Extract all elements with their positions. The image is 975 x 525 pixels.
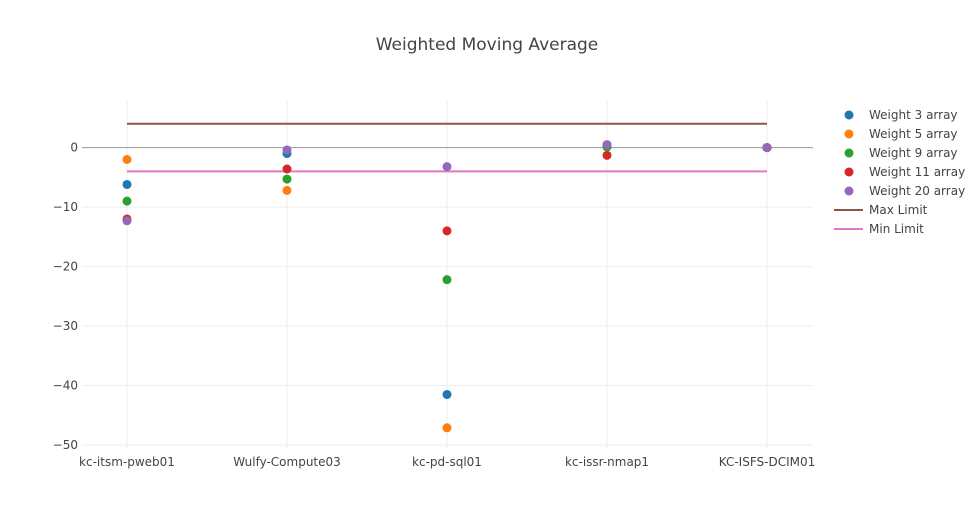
legend-marker-swatch [844, 148, 854, 158]
data-point-weight-5-array[interactable] [442, 423, 452, 433]
legend-label: Weight 9 array [869, 146, 958, 160]
legend-label: Min Limit [869, 222, 924, 236]
x-tick-label: kc-issr-nmap1 [565, 455, 649, 469]
data-point-weight-20-array[interactable] [442, 162, 452, 172]
y-tick-label: −10 [53, 200, 78, 214]
data-point-weight-5-array[interactable] [282, 185, 292, 195]
legend-marker-swatch [844, 129, 854, 139]
data-point-weight-3-array[interactable] [122, 179, 132, 189]
legend-label: Weight 3 array [869, 108, 958, 122]
legend-item-weight-5-array[interactable]: Weight 5 array [844, 127, 958, 141]
data-point-weight-9-array[interactable] [282, 174, 292, 184]
legend[interactable]: Weight 3 array Weight 5 array Weight 9 arr… [834, 108, 965, 236]
y-tick-label: −40 [53, 379, 78, 393]
legend-marker-swatch [844, 186, 854, 196]
data-point-weight-20-array[interactable] [282, 145, 292, 155]
legend-label: Max Limit [869, 203, 928, 217]
legend-label: Weight 5 array [869, 127, 958, 141]
chart-title: Weighted Moving Average [376, 35, 599, 55]
legend-marker-swatch [844, 167, 854, 177]
series-layer [122, 122, 772, 433]
legend-item-min-limit[interactable]: Min Limit [834, 222, 924, 236]
y-tick-label: −30 [53, 319, 78, 333]
data-point-weight-11-array[interactable] [282, 164, 292, 174]
x-tick-label: KC-ISFS-DCIM01 [719, 455, 816, 469]
data-point-weight-9-array[interactable] [442, 275, 452, 285]
y-tick-label: −50 [53, 438, 78, 452]
data-point-weight-5-array[interactable] [122, 154, 132, 164]
data-point-weight-20-array[interactable] [602, 140, 612, 150]
data-point-weight-9-array[interactable] [122, 196, 132, 206]
legend-marker-swatch [844, 110, 854, 120]
data-point-weight-20-array[interactable] [762, 143, 772, 153]
data-point-weight-3-array[interactable] [442, 389, 452, 399]
x-tick-label: Wulfy-Compute03 [233, 455, 341, 469]
data-point-weight-20-array[interactable] [122, 216, 132, 226]
data-point-weight-11-array[interactable] [602, 150, 612, 160]
x-tick-label: kc-itsm-pweb01 [79, 455, 175, 469]
data-point-weight-11-array[interactable] [442, 226, 452, 236]
legend-label: Weight 11 array [869, 165, 965, 179]
legend-item-weight-11-array[interactable]: Weight 11 array [844, 165, 966, 179]
legend-item-weight-20-array[interactable]: Weight 20 array [844, 184, 966, 198]
y-tick-label: −20 [53, 260, 78, 274]
legend-label: Weight 20 array [869, 184, 965, 198]
legend-item-max-limit[interactable]: Max Limit [834, 203, 928, 217]
y-tick-label: 0 [70, 141, 78, 155]
x-tick-label: kc-pd-sql01 [412, 455, 482, 469]
legend-item-weight-9-array[interactable]: Weight 9 array [844, 146, 958, 160]
legend-item-weight-3-array[interactable]: Weight 3 array [844, 108, 958, 122]
grid-layer [82, 100, 813, 448]
